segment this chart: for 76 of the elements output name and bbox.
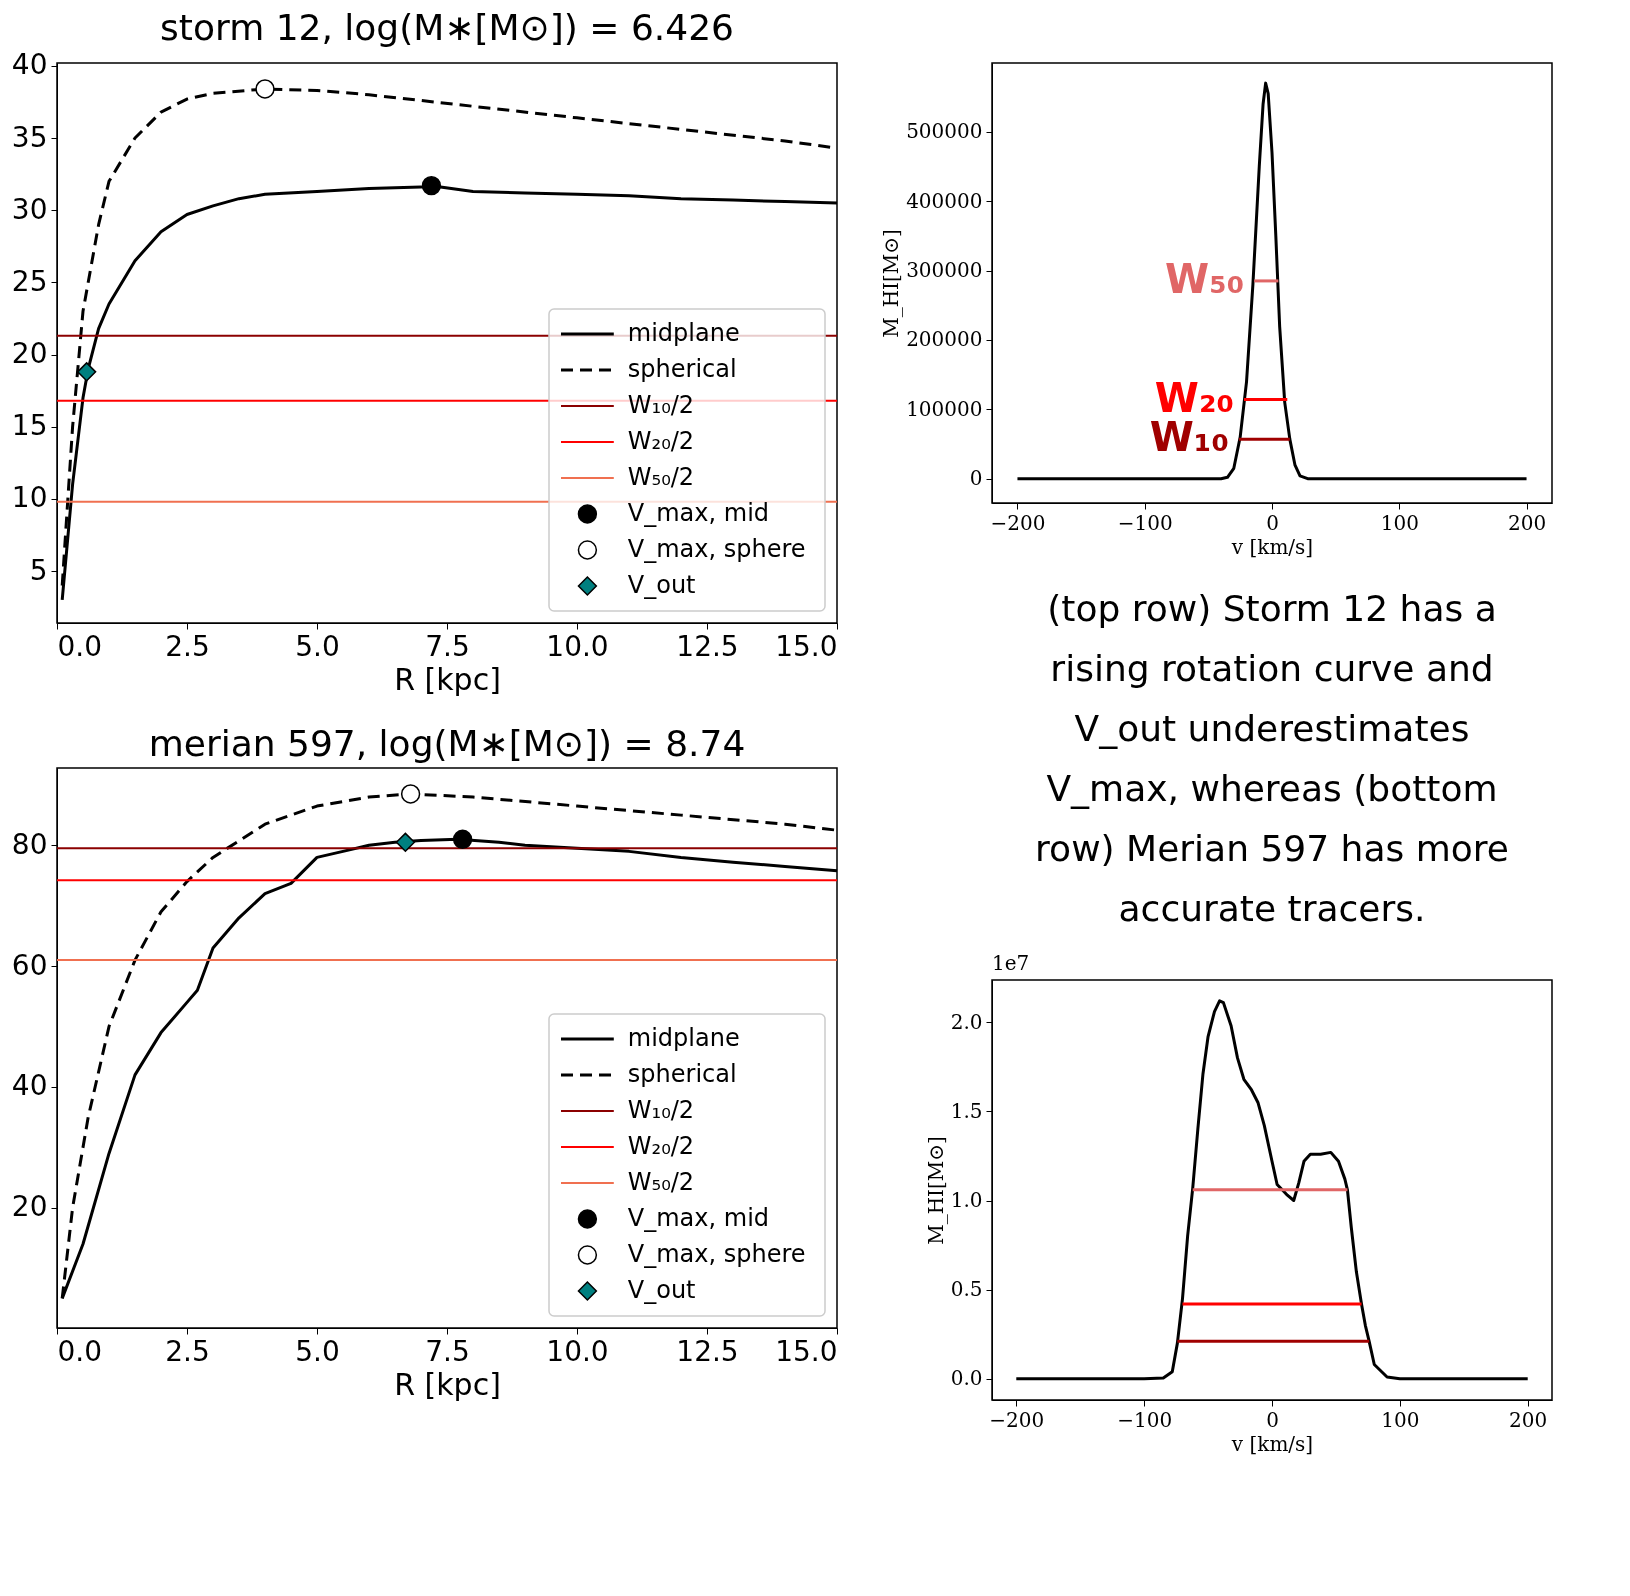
legend-label: W₁₀/2 <box>627 391 695 419</box>
y-tick-label: 15 <box>11 409 48 443</box>
legend-label: V_max, mid <box>627 499 770 527</box>
x-axis-title: R [kpc] <box>394 1366 501 1402</box>
y-tick-label: 400000 <box>906 188 983 213</box>
x-tick-label: 5.0 <box>295 1334 340 1368</box>
legend-label: W₅₀/2 <box>627 463 695 491</box>
line-series <box>1015 81 1529 481</box>
x-tick-label: 7.5 <box>425 629 470 663</box>
x-tick-label: 0 <box>1266 510 1279 535</box>
line-series <box>1014 999 1530 1381</box>
x-tick-label: −200 <box>989 1407 1045 1432</box>
legend-label: spherical <box>627 1060 737 1088</box>
y-tick-label: 300000 <box>906 258 983 283</box>
x-tick-label: 10.0 <box>546 629 609 663</box>
x-tick-label: 2.5 <box>165 1334 210 1368</box>
x-tick-label: 100 <box>1381 1407 1420 1432</box>
x-axis-title: R [kpc] <box>394 661 501 697</box>
x-tick-label: −100 <box>1117 1407 1173 1432</box>
legend-label: V_max, sphere <box>627 1240 806 1268</box>
legend-label: W₁₀/2 <box>627 1096 695 1124</box>
legend-label: W₂₀/2 <box>627 1132 695 1160</box>
y-tick-label: 1.5 <box>950 1098 983 1123</box>
x-tick-label: 0.0 <box>57 1334 103 1368</box>
y-tick-label: 2.0 <box>950 1009 983 1034</box>
y-tick-label: 25 <box>11 264 48 298</box>
legend-label: V_out <box>627 571 696 599</box>
y-tick-label: 35 <box>11 120 48 154</box>
y-tick-label: 200000 <box>906 327 983 352</box>
y-tick-label: 0.0 <box>950 1366 983 1391</box>
legend-label: V_out <box>627 1276 696 1304</box>
legend-label: V_max, mid <box>627 1204 770 1232</box>
x-tick-label: 0.0 <box>57 629 103 663</box>
text: (top row) Storm 12 has a rising rotation curve and V_out underestimates V_max, whereas (bottom row) Merian 597 has more accurate tracers. <box>1035 588 1509 929</box>
x-tick-label: 15.0 <box>775 629 838 663</box>
series-label: W₅₀ <box>1165 255 1245 302</box>
y-axis-title: M_HI[M⊙] <box>923 1136 948 1245</box>
y-tick-label: 20 <box>11 1190 48 1224</box>
chart-title: storm 12, log(M∗[M⊙]) = 6.426 <box>160 6 734 48</box>
y-tick-label: 10 <box>11 481 48 515</box>
y-tick-label: 100000 <box>906 396 983 421</box>
y-tick-label: 30 <box>11 192 48 226</box>
x-axis-title: v [km/s] <box>1230 1431 1314 1456</box>
x-axis-title: v [km/s] <box>1230 534 1314 559</box>
y-tick-label: 5 <box>29 553 48 587</box>
y-tick-label: 0.5 <box>950 1277 983 1302</box>
y-axis-title: M_HI[M⊙] <box>879 229 904 338</box>
x-tick-label: 200 <box>1509 1407 1548 1432</box>
x-tick-label: 7.5 <box>425 1334 470 1368</box>
y-tick-label: 60 <box>11 948 48 982</box>
x-tick-label: 0 <box>1266 1407 1279 1432</box>
y-tick-label: 80 <box>11 827 48 861</box>
chart-title: merian 597, log(M∗[M⊙]) = 8.74 <box>148 723 746 764</box>
y-tick-label: 40 <box>11 1069 48 1103</box>
y-tick-label: 0 <box>969 466 983 491</box>
x-tick-label: 15.0 <box>775 1334 838 1368</box>
x-tick-label: 12.5 <box>676 629 739 663</box>
x-tick-label: 12.5 <box>676 1334 739 1368</box>
y-tick-label: 20 <box>11 337 48 371</box>
y-tick-label: 1.0 <box>950 1188 983 1213</box>
x-tick-label: −200 <box>990 510 1046 535</box>
y-tick-label: 500000 <box>906 119 983 144</box>
x-tick-label: 100 <box>1380 510 1419 535</box>
legend-label: midplane <box>627 319 740 347</box>
legend-label: V_max, sphere <box>627 535 806 563</box>
x-tick-label: 2.5 <box>165 629 210 663</box>
x-tick-label: 10.0 <box>546 1334 609 1368</box>
x-tick-label: −100 <box>1117 510 1173 535</box>
legend-label: spherical <box>627 355 737 383</box>
y-tick-label: 40 <box>11 48 48 82</box>
legend-label: W₂₀/2 <box>627 427 695 455</box>
x-tick-label: 200 <box>1507 510 1547 535</box>
legend-label: midplane <box>627 1024 740 1052</box>
x-tick-label: 5.0 <box>295 629 340 663</box>
text: 1e7 <box>992 951 1030 975</box>
legend-label: W₅₀/2 <box>627 1168 695 1196</box>
